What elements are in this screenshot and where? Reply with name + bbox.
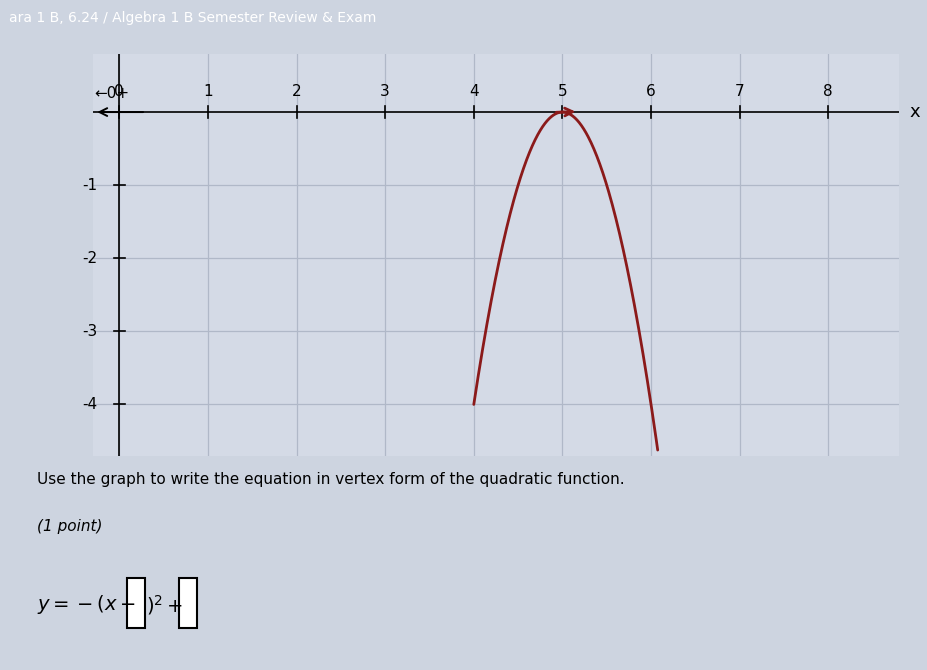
Text: 1: 1 — [203, 84, 212, 99]
Text: 3: 3 — [380, 84, 390, 99]
Text: ←0+: ←0+ — [95, 86, 130, 101]
Text: -2: -2 — [82, 251, 97, 266]
Text: -4: -4 — [82, 397, 97, 412]
FancyBboxPatch shape — [127, 578, 145, 628]
Text: 6: 6 — [646, 84, 656, 99]
Text: x: x — [909, 103, 921, 121]
Text: 4: 4 — [469, 84, 478, 99]
FancyBboxPatch shape — [180, 578, 197, 628]
Text: $y = -(x -$: $y = -(x -$ — [37, 593, 136, 616]
Text: ara 1 B, 6.24 / Algebra 1 B Semester Review & Exam: ara 1 B, 6.24 / Algebra 1 B Semester Rev… — [9, 11, 376, 25]
Text: 2: 2 — [292, 84, 301, 99]
Text: Use the graph to write the equation in vertex form of the quadratic function.: Use the graph to write the equation in v… — [37, 472, 625, 487]
Text: 8: 8 — [823, 84, 833, 99]
Text: -1: -1 — [82, 178, 97, 193]
Text: $)^2 +$: $)^2 +$ — [146, 593, 184, 616]
Text: -3: -3 — [82, 324, 97, 339]
Text: 5: 5 — [558, 84, 567, 99]
Text: (1 point): (1 point) — [37, 519, 103, 534]
Text: 7: 7 — [735, 84, 744, 99]
Text: 0: 0 — [114, 84, 124, 99]
